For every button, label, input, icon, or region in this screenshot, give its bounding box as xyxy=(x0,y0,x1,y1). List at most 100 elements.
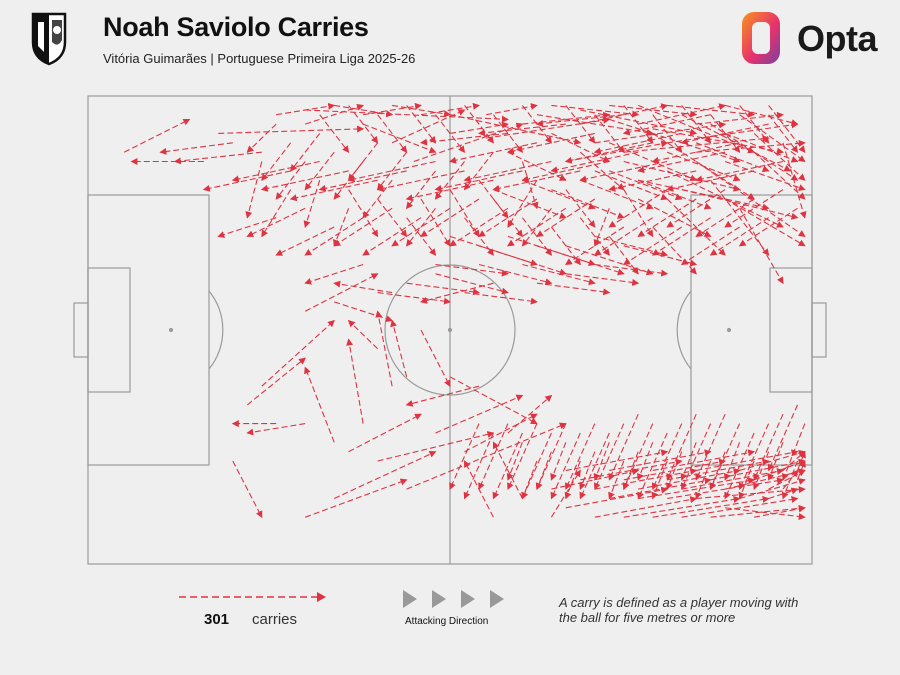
carry-arrow xyxy=(405,385,480,407)
carry-arrow xyxy=(695,460,712,500)
carry-arrow xyxy=(492,170,581,192)
carry-arrow xyxy=(435,114,466,153)
carry-arrow xyxy=(522,179,596,210)
carry-arrow xyxy=(486,116,611,139)
carry-arrow xyxy=(405,170,436,210)
carry-arrow xyxy=(695,161,806,237)
left-goal xyxy=(73,302,89,358)
carry-arrow xyxy=(724,160,806,191)
carry-arrow xyxy=(710,179,770,256)
carry-arrow xyxy=(304,273,379,312)
carry-arrow xyxy=(753,451,770,491)
carry-arrow xyxy=(565,140,669,163)
club-crest-icon xyxy=(31,12,67,66)
carry-arrow xyxy=(696,111,784,125)
carry-arrow xyxy=(667,121,799,144)
carry-arrow xyxy=(449,121,509,134)
carry-arrow xyxy=(768,469,806,490)
carry-arrow xyxy=(289,179,378,202)
carry-arrow xyxy=(637,151,726,174)
carry-arrow xyxy=(333,208,350,247)
carry-count-label: carries xyxy=(252,611,298,628)
carry-arrow xyxy=(623,189,654,238)
carry-arrow xyxy=(522,263,596,286)
right-penalty-arc xyxy=(676,290,692,370)
carry-arrow xyxy=(420,102,480,116)
carry-arrow xyxy=(478,245,567,276)
carry-arrow xyxy=(406,105,437,144)
carry-arrow xyxy=(594,235,669,257)
carry-arrow xyxy=(377,114,408,153)
carry-arrow xyxy=(260,170,349,192)
carry-arrow xyxy=(724,198,806,247)
carry-arrow xyxy=(767,442,784,481)
carry-arrow xyxy=(652,132,755,200)
carry-arrow xyxy=(304,217,364,256)
carry-arrow xyxy=(768,487,799,500)
carry-arrow xyxy=(652,449,756,471)
carry-arrow xyxy=(362,179,393,219)
carry-arrow xyxy=(405,179,494,202)
carry-arrow xyxy=(608,413,639,481)
carry-arrow xyxy=(377,292,451,305)
carry-arrow xyxy=(609,449,712,471)
carry-arrow xyxy=(580,458,683,481)
carry-arrow xyxy=(449,114,582,145)
carry-arrow xyxy=(739,449,806,471)
carry-arrow xyxy=(637,104,756,154)
opta-logo-icon xyxy=(742,12,780,64)
left-penalty-box xyxy=(87,194,210,466)
carry-arrow xyxy=(638,179,712,210)
carry-arrow xyxy=(420,282,494,304)
carry-arrow xyxy=(405,207,436,247)
carry-arrow xyxy=(246,423,306,436)
carry-arrow xyxy=(303,180,321,228)
carry-arrow xyxy=(609,142,698,182)
carry-arrow xyxy=(622,226,682,266)
carry-arrow xyxy=(334,104,394,118)
carry-arrow xyxy=(202,170,291,192)
right-penalty-spot xyxy=(726,327,732,333)
carry-arrow xyxy=(666,189,726,228)
carry-arrow xyxy=(652,226,697,275)
carry-arrow xyxy=(695,160,784,183)
carry-arrow xyxy=(536,198,596,237)
carry-arrow xyxy=(739,114,806,163)
carry-arrow xyxy=(319,114,350,153)
carry-arrow xyxy=(738,460,755,500)
carry-arrow xyxy=(333,280,393,294)
left-six-yard-box xyxy=(87,267,131,393)
carry-arrow xyxy=(651,217,711,256)
carry-arrow xyxy=(492,198,524,238)
pitch-markings xyxy=(73,95,827,565)
carry-arrow xyxy=(695,198,755,237)
carry-arrow xyxy=(637,432,668,500)
carry-arrow xyxy=(623,496,741,518)
carry-arrow xyxy=(492,441,523,499)
carry-arrow xyxy=(681,468,784,490)
carry-arrow xyxy=(392,104,451,118)
carry-arrow xyxy=(464,292,538,305)
carry-arrow xyxy=(666,451,683,491)
carry-arrow xyxy=(637,198,697,237)
carry-arrow xyxy=(318,170,407,192)
carry-arrow xyxy=(564,142,653,164)
carry-arrow xyxy=(666,198,726,256)
carry-arrow xyxy=(652,128,784,155)
left-penalty-spot xyxy=(168,327,174,333)
carry-arrow xyxy=(304,366,335,443)
carry-arrow xyxy=(680,226,740,266)
carry-arrow xyxy=(710,504,806,518)
carry-arrow xyxy=(348,189,379,238)
carry-arrow xyxy=(609,477,712,500)
carry-arrow xyxy=(724,132,799,163)
carry-arrow xyxy=(768,114,799,153)
carry-arrow xyxy=(681,496,799,518)
carry-arrow xyxy=(753,413,784,481)
carry-arrow xyxy=(709,423,741,491)
carry-arrow xyxy=(478,423,509,491)
right-goal xyxy=(811,302,827,358)
carry-arrow xyxy=(550,442,567,481)
carry-arrow xyxy=(622,114,711,136)
carry-arrow xyxy=(507,207,567,247)
